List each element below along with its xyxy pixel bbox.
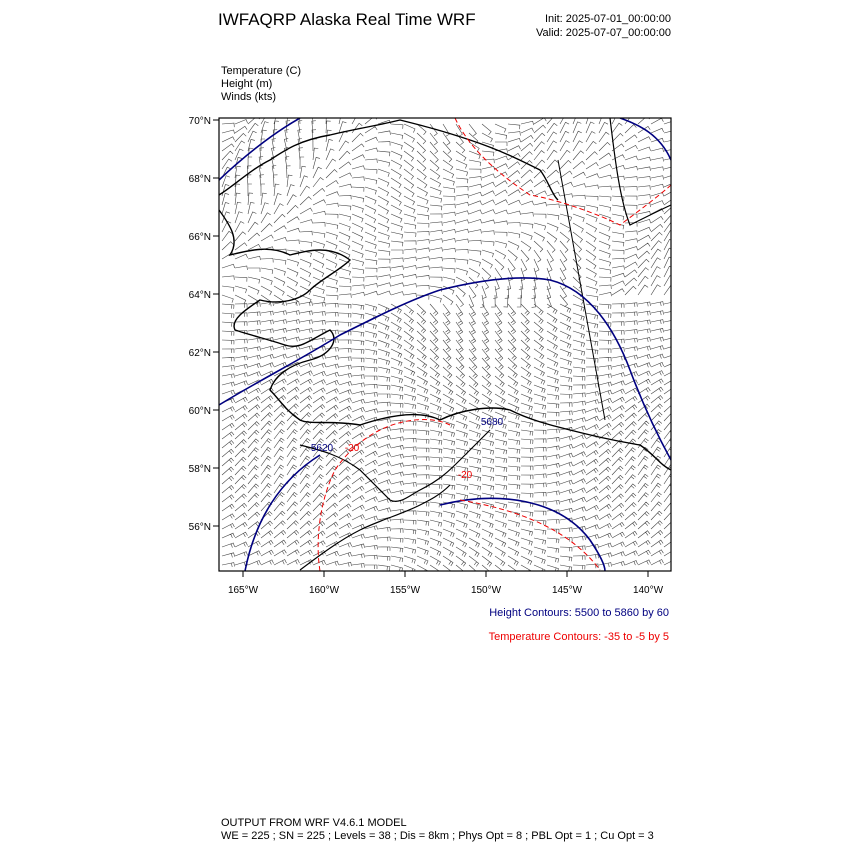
contour-label: -20 <box>345 443 360 454</box>
temperature-contour <box>454 118 671 226</box>
lat-tick-label: 62°N <box>189 348 211 359</box>
temperature-legend: Temperature Contours: -35 to -5 by 5 <box>489 631 669 643</box>
axis-ticks: 70°N 68°N 66°N 64°N 62°N 60°N 58°N 56°N 165°W 160… <box>189 116 664 596</box>
height-contour <box>244 454 321 571</box>
coastline <box>609 118 671 226</box>
height-contour <box>619 118 671 161</box>
temperature-contour <box>317 419 451 571</box>
lat-tick-label: 68°N <box>189 174 211 185</box>
field-label: Winds (kts) <box>221 91 276 103</box>
lon-tick-label: 155°W <box>390 585 421 596</box>
lat-tick-label: 66°N <box>189 232 211 243</box>
field-label: Temperature (C) <box>221 65 301 77</box>
wind-barbs <box>221 118 671 571</box>
lat-tick-label: 60°N <box>189 406 211 417</box>
lat-tick-label: 56°N <box>189 522 211 533</box>
lat-tick-label: 70°N <box>189 116 211 127</box>
coastline <box>299 484 451 571</box>
border <box>557 159 606 421</box>
footer-line: WE = 225 ; SN = 225 ; Levels = 38 ; Dis … <box>221 830 654 842</box>
map-lines <box>219 118 671 571</box>
lat-tick-label: 64°N <box>189 290 211 301</box>
coastline <box>299 429 491 502</box>
coastline <box>219 119 559 201</box>
height-legend: Height Contours: 5500 to 5860 by 60 <box>489 607 669 619</box>
lon-tick-label: 150°W <box>471 585 502 596</box>
map-frame <box>218 117 672 572</box>
temperature-contour <box>459 499 601 571</box>
height-contour <box>219 277 671 461</box>
title: IWFAQRP Alaska Real Time WRF <box>218 10 476 29</box>
footer-line: OUTPUT FROM WRF V4.6.1 MODEL <box>221 817 407 829</box>
init-time: Init: 2025-07-01_00:00:00 <box>545 13 671 25</box>
lon-tick-label: 160°W <box>309 585 340 596</box>
contour-label: 5680 <box>481 417 504 428</box>
contour-label: -20 <box>458 470 473 481</box>
height-contour <box>439 497 606 571</box>
wind-barb-field <box>221 118 671 571</box>
lon-tick-label: 165°W <box>228 585 259 596</box>
lat-tick-label: 58°N <box>189 464 211 475</box>
height-contour <box>219 118 301 181</box>
lon-tick-label: 145°W <box>552 585 583 596</box>
coastline <box>219 209 671 471</box>
field-label: Height (m) <box>221 78 272 90</box>
valid-time: Valid: 2025-07-07_00:00:00 <box>536 27 671 39</box>
lon-tick-label: 140°W <box>633 585 664 596</box>
contour-label: 5620 <box>311 443 334 454</box>
